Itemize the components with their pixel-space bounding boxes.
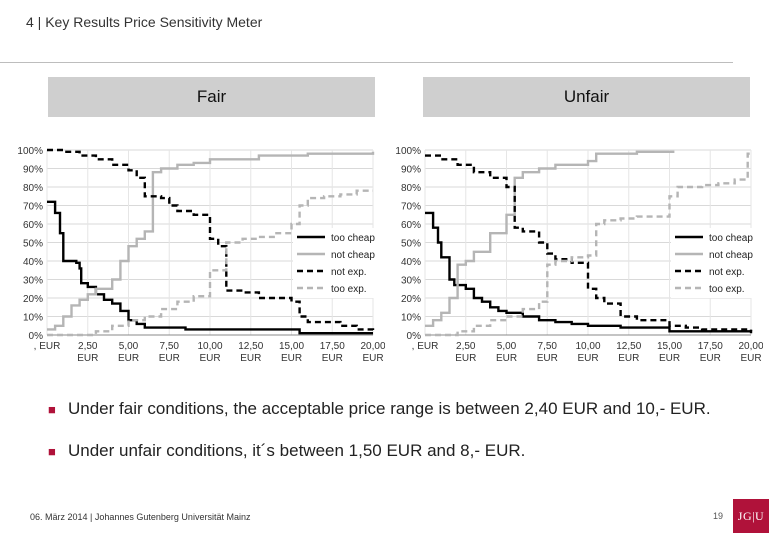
- legend-label: too exp.: [331, 284, 367, 295]
- x-tick-label: 10,00: [197, 341, 222, 352]
- series-line-not-exp: [47, 148, 375, 332]
- x-tick-label: 17,50: [698, 341, 723, 352]
- y-tick-label: 80%: [23, 183, 43, 194]
- university-logo: JG|U: [733, 499, 769, 533]
- x-tick-label: 2,50: [456, 341, 476, 352]
- y-tick-label: 90%: [401, 165, 421, 176]
- x-tick-label: 12,50: [616, 341, 641, 352]
- y-tick-label: 30%: [401, 276, 421, 287]
- x-tick-label: 12,50: [238, 341, 263, 352]
- series-line-too-cheap: [425, 211, 753, 334]
- panel-header-fair: Fair: [48, 77, 375, 117]
- bullet-text: Under fair conditions, the acceptable pr…: [68, 399, 711, 418]
- legend-background: [293, 228, 375, 298]
- x-tick-label-unit: EUR: [700, 353, 721, 364]
- series-line-too-cheap: [47, 200, 373, 335]
- y-tick-label: 20%: [23, 294, 43, 305]
- y-tick-label: 10%: [401, 313, 421, 324]
- x-tick-label: , EUR: [34, 341, 61, 352]
- legend-label: not exp.: [709, 267, 745, 278]
- slide-footer: 06. März 2014 | Johannes Gutenberg Unive…: [30, 512, 251, 522]
- y-tick-label: 100%: [17, 146, 43, 157]
- series-line-not-exp: [425, 154, 753, 332]
- legend-label: too cheap: [709, 233, 753, 244]
- y-tick-label: 60%: [23, 220, 43, 231]
- x-tick-label: 5,00: [119, 341, 139, 352]
- y-tick-label: 70%: [23, 202, 43, 213]
- y-tick-label: 10%: [23, 313, 43, 324]
- x-tick-label: , EUR: [412, 341, 439, 352]
- y-tick-label: 40%: [23, 257, 43, 268]
- series-line-not-cheap: [47, 151, 375, 331]
- x-tick-label: 7,50: [538, 341, 558, 352]
- bullet-list: ■ Under fair conditions, the acceptable …: [48, 398, 728, 482]
- x-tick-label: 17,50: [320, 341, 345, 352]
- x-tick-label-unit: EUR: [740, 353, 761, 364]
- x-tick-label: 10,00: [575, 341, 600, 352]
- panel-header-unfair: Unfair: [423, 77, 750, 117]
- page-number: 19: [713, 511, 724, 521]
- x-tick-label: 2,50: [78, 341, 98, 352]
- x-tick-label-unit: EUR: [159, 353, 180, 364]
- legend-label: too cheap: [331, 233, 375, 244]
- series-line-too-exp: [425, 152, 751, 337]
- x-tick-label-unit: EUR: [577, 353, 598, 364]
- x-tick-label-unit: EUR: [281, 353, 302, 364]
- y-tick-label: 100%: [395, 146, 421, 157]
- y-tick-label: 50%: [23, 239, 43, 250]
- x-tick-label: 7,50: [160, 341, 180, 352]
- x-tick-label-unit: EUR: [618, 353, 639, 364]
- x-tick-label-unit: EUR: [537, 353, 558, 364]
- x-tick-label-unit: EUR: [77, 353, 98, 364]
- title-divider: [0, 62, 733, 63]
- legend-label: not exp.: [331, 267, 367, 278]
- bullet-square-icon: ■: [48, 444, 56, 459]
- x-tick-label: 5,00: [497, 341, 517, 352]
- y-tick-label: 90%: [23, 165, 43, 176]
- x-tick-label-unit: EUR: [240, 353, 261, 364]
- x-tick-label: 20,00: [360, 341, 385, 352]
- x-tick-label: 20,00: [738, 341, 763, 352]
- slide-title: 4 | Key Results Price Sensitivity Meter: [26, 14, 263, 30]
- legend-label: too exp.: [709, 284, 745, 295]
- bullet-item: ■ Under fair conditions, the acceptable …: [48, 398, 728, 420]
- price-sensitivity-chart-unfair: 0% 10% 20% 30% 40% 50% 60% 70% 80% 90% 100% , EUR 2,…: [395, 146, 763, 364]
- y-tick-label: 80%: [401, 183, 421, 194]
- y-tick-label: 40%: [401, 257, 421, 268]
- y-tick-label: 70%: [401, 202, 421, 213]
- y-tick-label: 60%: [401, 220, 421, 231]
- x-tick-label-unit: EUR: [362, 353, 383, 364]
- legend-background: [671, 228, 753, 298]
- legend-label: not cheap: [709, 250, 753, 261]
- x-tick-label-unit: EUR: [659, 353, 680, 364]
- bullet-text: Under unfair conditions, it´s between 1,…: [68, 441, 526, 460]
- x-tick-label-unit: EUR: [455, 353, 476, 364]
- x-tick-label: 15,00: [279, 341, 304, 352]
- bullet-square-icon: ■: [48, 402, 56, 417]
- price-sensitivity-chart-fair: 0% 10% 20% 30% 40% 50% 60% 70% 80% 90% 100% , EUR 2,…: [17, 146, 385, 364]
- y-tick-label: 0%: [29, 331, 44, 342]
- x-tick-label-unit: EUR: [496, 353, 517, 364]
- series-line-too-exp: [47, 189, 373, 337]
- x-tick-label-unit: EUR: [199, 353, 220, 364]
- legend-label: not cheap: [331, 250, 375, 261]
- x-tick-label-unit: EUR: [322, 353, 343, 364]
- x-tick-label-unit: EUR: [118, 353, 139, 364]
- bullet-item: ■ Under unfair conditions, it´s between …: [48, 440, 728, 462]
- y-tick-label: 30%: [23, 276, 43, 287]
- x-tick-label: 15,00: [657, 341, 682, 352]
- y-tick-label: 20%: [401, 294, 421, 305]
- series-line-not-cheap: [425, 150, 675, 327]
- y-tick-label: 50%: [401, 239, 421, 250]
- y-tick-label: 0%: [407, 331, 422, 342]
